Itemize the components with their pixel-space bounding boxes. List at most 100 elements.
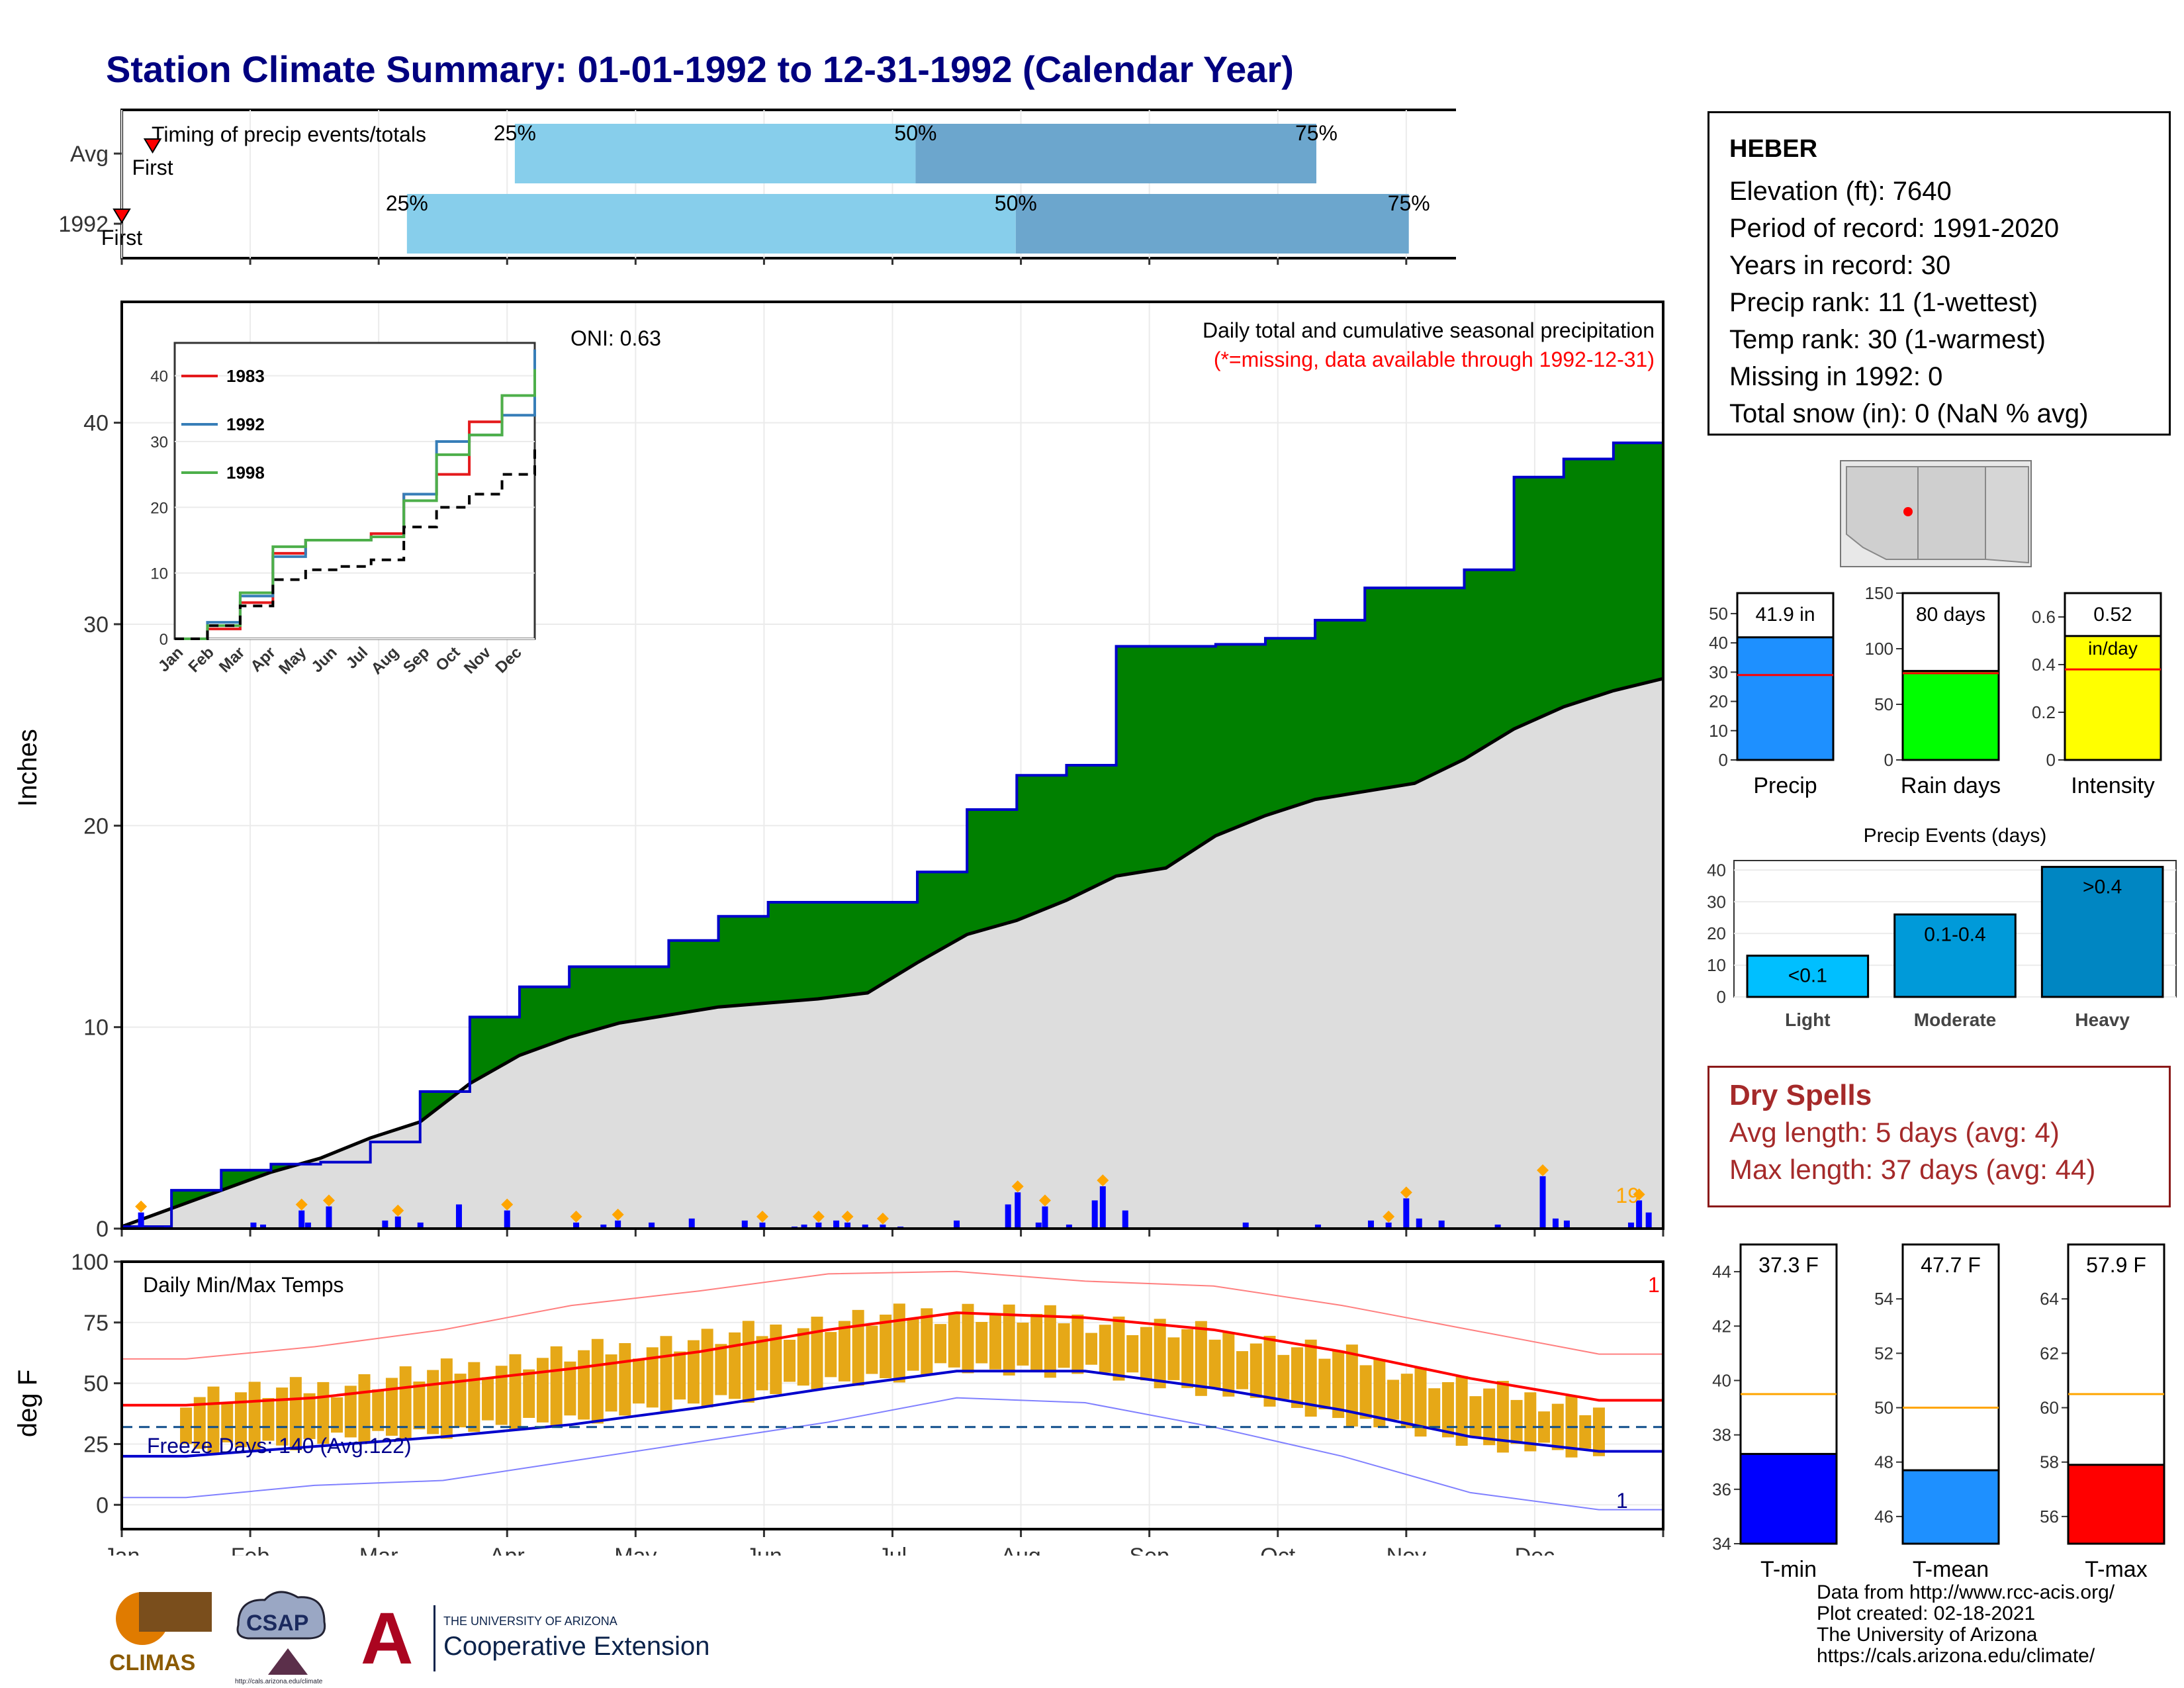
t-mean-y-tick-label: 54 [1874,1289,1893,1309]
daily-temp-range-bar [468,1362,480,1432]
intensity-category-label: Intensity [2071,773,2155,798]
daily-temp-range-bar [578,1350,590,1420]
daily-temp-range-bar [619,1343,631,1416]
timing-bar-50-75 [915,124,1316,183]
timing-heading: Timing of precip events/totals [152,122,426,146]
csap-logo: CSAP http://cals.arizona.edu/climate [235,1591,326,1685]
intensity-y-tick-label: 0 [2046,750,2056,770]
daily-temp-range-bar [564,1361,576,1416]
station-snow: Total snow (in): 0 (NaN % avg) [1729,399,2089,428]
daily-temp-range-bar [976,1321,988,1364]
daily-temp-range-bar [262,1397,275,1441]
events-title: Precip Events (days) [1864,825,2047,847]
daily-temp-range-bar [921,1308,933,1376]
oni-label: ONI: 0.63 [570,326,661,350]
daily-temp-range-bar [1496,1381,1509,1453]
rain-days-value-label: 80 days [1916,604,1985,626]
daily-temp-range-bar [1318,1358,1331,1409]
daily-precip-bar [844,1222,851,1229]
daily-temp-range-bar [399,1366,412,1441]
t-min-y-tick-label: 36 [1712,1479,1731,1499]
t-max-bar [2067,1464,2165,1545]
daily-temp-range-bar [1181,1329,1194,1388]
temp-frame [120,1260,1664,1530]
events-y-tick-label: 40 [1707,860,1726,880]
daily-precip-bar [1416,1218,1422,1229]
daily-temp-range-bar [1085,1333,1098,1365]
daily-precip-bar [954,1220,960,1229]
daily-precip-marker [612,1208,624,1221]
month-label: Jun [746,1544,782,1556]
daily-temp-range-bar [811,1317,823,1389]
daily-temp-range-bar [1373,1359,1386,1428]
inset-y-tick-label: 20 [150,499,168,517]
rain-days-y-tick-label: 100 [1865,639,1893,659]
daily-temp-range-bar [1428,1388,1441,1429]
precip-y-tick-label: 50 [1709,604,1728,624]
avg-min-line [122,1370,1663,1458]
timing-first-label: First [132,156,173,179]
ua-logo-bottom-text: Cooperative Extension [443,1632,709,1661]
t-max-category-label: T-max [2085,1557,2147,1582]
month-label: Dec [1515,1544,1555,1556]
daily-precip-bar [504,1210,510,1229]
month-label: Mar [359,1544,398,1556]
temp-right-count: 1 [1648,1273,1660,1297]
daily-temp-range-bar [1291,1347,1303,1408]
t-max-y-tick-label: 58 [2040,1452,2059,1472]
events-bar-label: <0.1 [1788,965,1827,987]
daily-temp-range-bar [646,1347,659,1408]
daily-temp-range-bar [248,1382,261,1452]
temp-heading: Daily Min/Max Temps [143,1273,343,1297]
events-y-tick-label: 30 [1707,892,1726,912]
t-max-value-label: 57.9 F [2086,1253,2146,1277]
month-label: Jan [104,1544,140,1556]
daily-temp-range-bar [234,1392,247,1448]
inset-frame [173,342,536,640]
intensity-bar [2064,635,2162,761]
month-label: Nov [1387,1544,1426,1556]
daily-temp-range-bar [1592,1407,1605,1456]
credit-university: The University of Arizona [1817,1624,2038,1646]
daily-precip-bar [250,1222,257,1229]
daily-temp-range-bar [1332,1351,1345,1419]
daily-precip-marker [841,1210,854,1223]
daily-temp-range-bar [344,1385,357,1438]
station-precip-rank: Precip rank: 11 (1-wettest) [1729,288,2038,317]
daily-precip-bar [417,1222,424,1229]
inset-y-tick-label: 30 [150,434,168,451]
daily-precip-bar [1645,1212,1652,1229]
rain-days-category-label: Rain days [1901,773,2001,798]
precip-events-chart: Precip Events (days) 0 10 20 30 40 <0.1 Light 0.… [1707,825,2177,1030]
timing-row-label: 1992 [58,212,109,237]
month-label: Feb [231,1544,270,1556]
daily-temp-range-bar [1030,1313,1043,1372]
csap-logo-url: http://cals.arizona.edu/climate [235,1678,323,1685]
cumulative-precip-line [122,384,1664,1228]
daily-temp-range-bar [495,1366,508,1425]
daily-temp-range-bar [193,1397,206,1449]
precip-y-tick-label: 10 [83,1015,109,1041]
daily-precip-bar [1403,1198,1410,1229]
temp-chart: 0 25 50 75 100 Jan Feb Mar Apr May Jun Jul Aug Sep Oct… [13,1251,1664,1556]
daily-precip-bar [326,1206,332,1229]
station-period: Period of record: 1991-2020 [1729,214,2060,243]
t-min-value-label: 37.3 F [1758,1253,1819,1277]
month-label: Jul [878,1544,907,1556]
daily-temp-range-bar [1003,1304,1015,1376]
daily-precip-bar [833,1220,840,1229]
temp-y-tick-label: 25 [83,1432,109,1457]
page-title: Station Climate Summary: 01-01-1992 to 1… [106,48,1294,90]
daily-precip-marker [1038,1194,1051,1207]
daily-precip-bar [394,1216,401,1229]
temp-y-tick-label: 50 [83,1372,109,1397]
daily-precip-marker [812,1210,825,1223]
credit-data-source: Data from http://www.rcc-acis.org/ [1817,1581,2115,1603]
record-max-line [122,1270,1663,1360]
timing-p50-label: 50% [894,121,936,145]
inset-legend-label: 1992 [226,414,265,434]
ua-logo-top-text: THE UNIVERSITY OF ARIZONA [443,1615,617,1628]
intensity-value-unit: in/day [2088,638,2138,659]
daily-precip-bar [382,1220,388,1229]
precip-caption: Daily total and cumulative seasonal prec… [1203,318,1655,342]
